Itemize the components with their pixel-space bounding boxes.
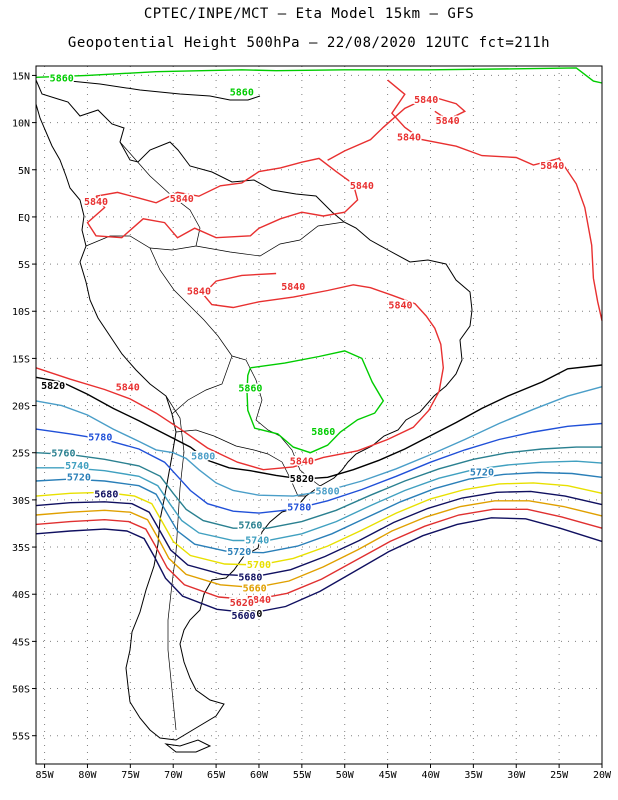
lon-tick-label: 80W [78,770,97,781]
contour-5760 [35,446,602,529]
map-title: CPTEC/INPE/MCT – Eta Model 15km – GFS [143,6,475,22]
contour-label-5720: 5720 [470,468,494,479]
contour-5620 [35,508,603,601]
contour-5720 [35,471,603,554]
contour-5700 [35,482,603,566]
lon-tick-label: 60W [250,770,269,781]
contour-labels: 5860 5860 5860 5860 5840 5840 5840 5840 5840 5840… [40,72,566,624]
lon-tick-label: 45W [379,770,398,781]
south-america-coastline [35,79,473,741]
contour-label-5840: 5840 [388,301,412,312]
contour-5800 [35,386,603,497]
coastlines [35,79,473,753]
contour-5860 [35,67,603,84]
contour-label-5760: 5760 [51,449,75,460]
lat-tick-label: 10N [12,119,30,130]
contour-label-5800: 5800 [316,486,340,497]
contour-5600 [35,517,603,614]
contour-5780 [35,422,603,514]
lon-tick-label: 40W [421,770,440,781]
contour-5840 [387,79,603,321]
lat-tick-label: 5N [18,166,30,177]
map-frame [35,65,603,765]
lat-tick-label: 45S [12,637,30,648]
contour-label-5680: 5680 [238,572,262,583]
country-borders [85,141,345,731]
contour-5740 [36,460,603,542]
contour-label-5860: 5860 [311,427,335,438]
contour-label-5660: 5660 [243,584,267,595]
longitude-axis: 85W 80W 75W 70W 65W 60W 55W 50W 45W 40W 35W 30W 25W 2… [36,764,612,781]
contour-label-5840: 5840 [436,116,460,127]
lat-tick-label: 15S [12,354,30,365]
contour-label-5780: 5780 [287,502,311,513]
contour-label-5840: 5840 [281,282,305,293]
contour-label-5740: 5740 [65,461,89,472]
contour-label-5740: 5740 [245,536,269,547]
lon-tick-label: 25W [550,770,569,781]
contour-label-5840: 5840 [187,286,211,297]
contour-5860 [246,350,385,454]
contour-label-5720: 5720 [67,472,91,483]
contour-label-5600: 5600 [231,611,255,622]
lon-tick-label: 70W [164,770,183,781]
contour-label-5720: 5720 [227,547,251,558]
contour-5660 [35,500,603,589]
lon-tick-label: 85W [36,770,55,781]
contour-label-5820: 5820 [290,474,314,485]
lat-tick-label: 25S [12,449,30,460]
contour-label-5840: 5840 [414,95,438,106]
lat-tick-label: 35S [12,543,30,554]
contour-label-5780: 5780 [88,433,112,444]
contour-label-5840: 5840 [84,197,108,208]
contour-label-5680: 5680 [94,489,118,500]
lat-tick-label: 15N [12,71,30,82]
lon-tick-label: 75W [121,770,140,781]
lat-tick-label: 20S [12,402,30,413]
lat-lon-grid [36,66,603,764]
height-contours [35,67,603,614]
contour-label-5700: 5700 [247,560,271,571]
contour-label-5800: 5800 [191,452,215,463]
contour-label-5860: 5860 [50,73,74,84]
lon-tick-label: 30W [507,770,526,781]
contour-label-5620: 5620 [230,598,254,609]
lat-tick-label: 50S [12,685,30,696]
contour-label-5840: 5840 [170,194,194,205]
contour-label-5840: 5840 [290,456,314,467]
latitude-axis: 15N 10N 5N EQ 5S 10S 15S 20S 25S 30S 35S 40S 45S 50S 5… [12,71,36,743]
contour-5820 [35,364,603,480]
lon-tick-label: 35W [464,770,483,781]
contour-label-5860: 5860 [230,87,254,98]
contour-label-5820: 5820 [41,381,65,392]
contour-5680 [35,490,603,578]
caribbean-coastline [59,79,261,101]
contour-label-5760: 5760 [238,520,262,531]
map-subtitle: Geopotential Height 500hPa – 22/08/2020 … [67,35,551,51]
contour-label-5840: 5840 [247,595,271,606]
contour-label-5840: 5840 [540,161,564,172]
lon-tick-label: 50W [336,770,355,781]
lat-tick-label: 55S [12,732,30,743]
lon-tick-label: 65W [207,770,226,781]
lon-tick-label: 20W [593,770,612,781]
tierra-del-fuego-coastline [164,739,212,753]
lat-tick-label: 5S [18,260,30,271]
contour-label-5840: 5840 [350,181,374,192]
lat-tick-label: 30S [12,496,30,507]
contour-5840 [35,272,445,471]
contour-label-5840: 5840 [116,383,140,394]
lat-tick-label: 40S [12,590,30,601]
contour-5840 [86,157,359,239]
contour-5840 [327,95,467,161]
contour-label-5840: 5840 [397,133,421,144]
lat-tick-label: EQ [18,213,30,224]
contour-label-5820: 5820 [238,609,262,620]
lat-tick-label: 10S [12,307,30,318]
contour-label-5860: 5860 [238,384,262,395]
lon-tick-label: 55W [293,770,312,781]
